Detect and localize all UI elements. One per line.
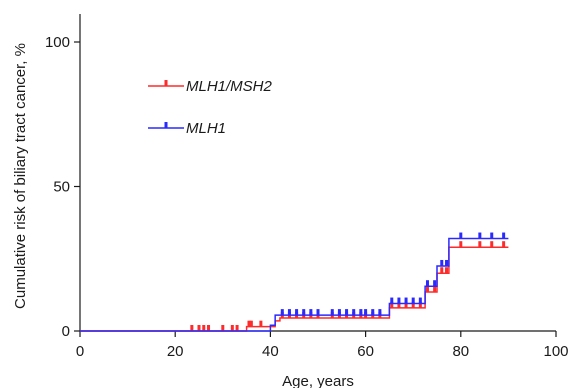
y-tick-label: 0	[62, 323, 70, 340]
ticks: 0 20 40 60 80 100 0 50 100	[45, 34, 569, 360]
x-tick-label: 100	[543, 343, 568, 360]
series	[80, 232, 509, 332]
x-tick-label: 0	[76, 343, 84, 360]
y-tick-label: 100	[45, 34, 70, 51]
x-tick-label: 80	[452, 343, 469, 360]
legend-entry-mlh1-msh2: MLH1/MSH2	[148, 78, 273, 95]
x-axis-title: Age, years	[282, 373, 354, 388]
legend-label-mlh1-msh2: MLH1/MSH2	[186, 78, 273, 95]
legend-entry-mlh1: MLH1	[148, 120, 226, 137]
series-line-mlh1	[80, 237, 509, 332]
axes	[79, 14, 556, 332]
x-tick-label: 40	[262, 343, 279, 360]
legend-label-mlh1: MLH1	[186, 120, 226, 137]
x-tick-label: 20	[167, 343, 184, 360]
y-axis-title: Cumulative risk of biliary tract cancer,…	[12, 43, 29, 309]
legend: MLH1/MSH2 MLH1	[148, 78, 273, 137]
series-line-mlh1-msh2	[80, 246, 509, 332]
y-tick-label: 50	[53, 179, 70, 196]
x-tick-label: 60	[357, 343, 374, 360]
